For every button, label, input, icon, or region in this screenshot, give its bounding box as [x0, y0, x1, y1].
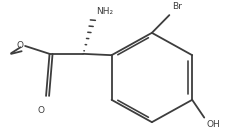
Text: OH: OH [207, 120, 220, 129]
Text: O: O [16, 41, 23, 50]
Text: NH₂: NH₂ [96, 7, 113, 16]
Text: Br: Br [172, 2, 182, 11]
Text: O: O [38, 106, 45, 115]
